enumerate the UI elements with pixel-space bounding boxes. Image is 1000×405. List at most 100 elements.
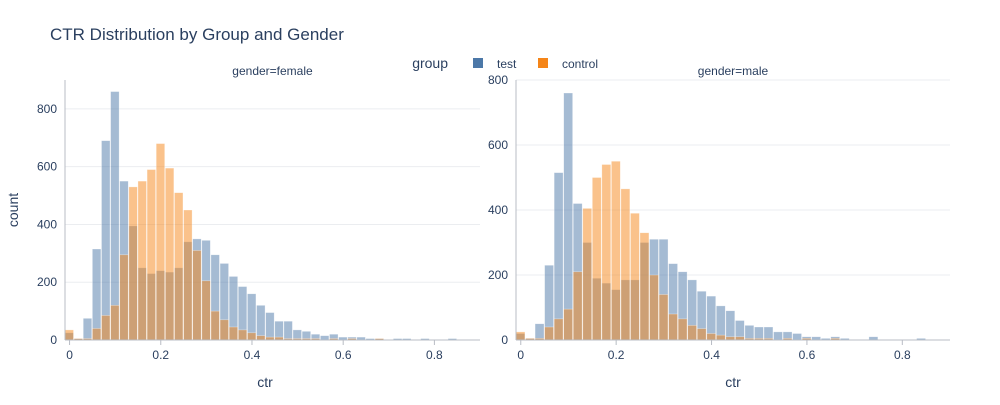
legend: group test control — [412, 55, 598, 71]
x-tick-label: 0.2 — [152, 348, 169, 362]
bar-control — [165, 167, 175, 341]
bar-control — [146, 169, 156, 341]
bar-control — [64, 329, 74, 341]
bar-control — [201, 280, 211, 341]
bar-control — [119, 254, 129, 341]
y-tick-label: 400 — [488, 203, 508, 217]
y-ticks-male: 0 200 400 600 800 — [488, 73, 508, 347]
y-tick-label: 200 — [488, 268, 508, 282]
bar-control — [696, 328, 707, 341]
y-tick-label: 400 — [37, 217, 57, 231]
bar-control — [553, 318, 564, 341]
bar-control — [237, 329, 248, 341]
panel-title-male: gender=male — [698, 64, 769, 78]
legend-label-control: control — [562, 57, 598, 71]
bar-control — [110, 305, 120, 341]
y-ticks-female: 0 200 400 600 800 — [37, 102, 57, 347]
y-tick-label: 0 — [501, 333, 508, 347]
bar-control — [592, 177, 602, 341]
bar-control — [155, 143, 166, 341]
bar-control — [544, 326, 554, 341]
x-tick-label: 0.2 — [608, 348, 625, 362]
bar-control — [210, 310, 220, 341]
bar-test — [82, 318, 93, 341]
bar-control — [677, 318, 688, 341]
bar-control — [183, 209, 193, 341]
x-tick-label: 0.8 — [894, 348, 911, 362]
bar-control — [137, 180, 147, 341]
bar-control — [256, 335, 266, 341]
bar-test — [110, 91, 120, 341]
legend-label-test: test — [497, 57, 517, 71]
bar-control — [572, 271, 583, 341]
bar-control — [247, 332, 257, 341]
bar-control — [649, 274, 659, 341]
legend-swatch-control — [538, 58, 548, 68]
y-tick-label: 600 — [488, 138, 508, 152]
y-tick-label: 600 — [37, 160, 57, 174]
bar-control — [668, 313, 678, 341]
bar-control — [228, 326, 238, 341]
legend-swatch-test — [473, 58, 483, 68]
legend-title: group — [412, 55, 448, 71]
x-tick-label: 0 — [66, 348, 73, 362]
bar-control — [630, 212, 640, 341]
gridlines-female — [65, 108, 480, 283]
bar-control — [128, 186, 138, 341]
bar-test — [256, 305, 266, 341]
x-tick-label: 0.8 — [426, 348, 443, 362]
bar-control — [658, 294, 669, 341]
x-tick-label: 0 — [517, 348, 524, 362]
y-tick-label: 200 — [37, 275, 57, 289]
x-axis-title-left: ctr — [257, 374, 273, 390]
bar-control — [716, 334, 726, 341]
bar-test — [744, 325, 755, 341]
bar-control — [563, 308, 573, 341]
bar-control — [620, 188, 631, 341]
legend-item-control[interactable]: control — [538, 57, 598, 71]
bar-control — [601, 164, 612, 341]
bar-control — [611, 160, 621, 341]
x-axis-title-right: ctr — [725, 374, 741, 390]
bar-control — [101, 315, 111, 341]
bar-test — [534, 323, 545, 341]
x-tick-label: 0.6 — [799, 348, 816, 362]
bar-test — [725, 310, 736, 341]
panel-title-female: gender=female — [232, 64, 313, 78]
bar-test — [92, 248, 102, 341]
bar-control — [706, 333, 717, 341]
y-axis-title: count — [5, 193, 21, 227]
bar-test — [754, 326, 764, 341]
bar-control — [192, 250, 202, 341]
y-tick-label: 800 — [37, 102, 57, 116]
bar-test — [763, 326, 774, 341]
x-ticks-male: 0 0.2 0.4 0.6 0.8 — [517, 340, 911, 362]
bar-control — [639, 232, 650, 341]
chart-title: CTR Distribution by Group and Gender — [50, 25, 344, 44]
y-tick-label: 800 — [488, 73, 508, 87]
x-ticks-female: 0 0.2 0.4 0.6 0.8 — [66, 340, 443, 362]
legend-item-test[interactable]: test — [473, 57, 517, 71]
panel-male: 0 0.2 0.4 0.6 0.8 0 200 400 600 800 gender=male — [488, 64, 950, 362]
bar-test — [792, 333, 802, 341]
y-tick-label: 0 — [50, 333, 57, 347]
x-tick-label: 0.4 — [703, 348, 720, 362]
panel-female: 0 0.2 0.4 0.6 0.8 0 200 400 600 800 gender=female — [37, 64, 480, 362]
x-tick-label: 0.4 — [244, 348, 261, 362]
bar-control — [687, 325, 697, 341]
bars-male — [515, 92, 926, 341]
bar-control — [174, 192, 184, 341]
bar-control — [515, 331, 526, 341]
bar-test — [283, 320, 293, 341]
bar-test — [553, 172, 564, 341]
bar-test — [773, 331, 783, 341]
bar-test — [265, 312, 275, 341]
x-tick-label: 0.6 — [335, 348, 352, 362]
bar-control — [219, 319, 229, 341]
series-control-male — [515, 160, 841, 341]
bar-test — [101, 140, 111, 341]
bars-female — [64, 91, 457, 341]
bar-test — [563, 92, 573, 341]
